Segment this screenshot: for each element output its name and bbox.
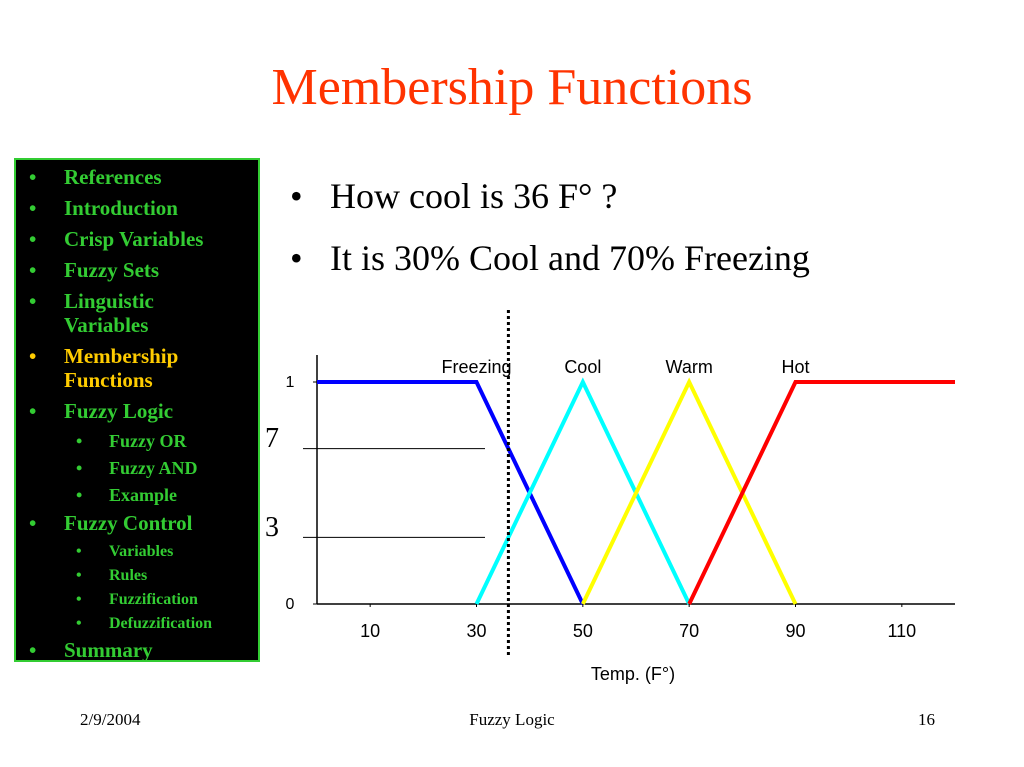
bullet: How cool is 36 F° ? (290, 175, 810, 237)
series-line (581, 377, 798, 605)
x-tick-label: 110 (887, 621, 916, 641)
nav-item: Summary (16, 638, 229, 662)
nav-item: Fuzzy Control (16, 511, 229, 535)
series-label: Freezing (441, 357, 511, 377)
footer-title: Fuzzy Logic (469, 710, 555, 729)
series-label: Warm (666, 357, 713, 377)
nav-item: Defuzzification (16, 614, 258, 634)
nav-item: Introduction (16, 196, 229, 220)
nav-item: Variables (16, 542, 258, 562)
footer-date: 2/9/2004 (80, 710, 141, 729)
series-label: Hot (781, 357, 809, 377)
y-tick-label: 1 (286, 374, 295, 391)
nav-item: Fuzzy Sets (16, 258, 229, 282)
nav-item: Crisp Variables (16, 227, 229, 251)
bullets: How cool is 36 F° ?It is 30% Cool and 70… (290, 175, 810, 299)
x-axis-title: Temp. (F°) (591, 664, 675, 684)
x-tick-label: 30 (466, 621, 486, 641)
x-tick-label: 10 (360, 621, 380, 641)
y-tick-label: 0 (286, 596, 295, 613)
series-line (474, 377, 691, 605)
x-tick-label: 90 (785, 621, 805, 641)
y-tick-label: 7 (265, 423, 279, 454)
x-tick-label: 70 (679, 621, 699, 641)
y-tick-label: 3 (265, 512, 279, 543)
nav-panel: References Introduction Crisp Variables Fuz… (14, 158, 260, 662)
nav-item: Rules (16, 566, 258, 586)
nav-item: References (16, 165, 229, 189)
nav-item: Membership Functions (16, 344, 229, 392)
nav-item: Linguistic Variables (16, 289, 229, 337)
series-line (687, 380, 955, 605)
x-tick-label: 50 (573, 621, 593, 641)
bullet: It is 30% Cool and 70% Freezing (290, 237, 810, 299)
nav-item: Example (16, 484, 258, 506)
series-label: Cool (564, 357, 601, 377)
nav-item: Fuzzy AND (16, 457, 258, 479)
series-line (317, 380, 585, 605)
slide-title: Membership Functions (271, 59, 753, 116)
nav-item: Fuzzy Logic (16, 399, 229, 423)
nav-item: Fuzzy OR (16, 430, 258, 452)
nav-item: Fuzzification (16, 590, 258, 610)
footer-page: 16 (918, 710, 935, 729)
